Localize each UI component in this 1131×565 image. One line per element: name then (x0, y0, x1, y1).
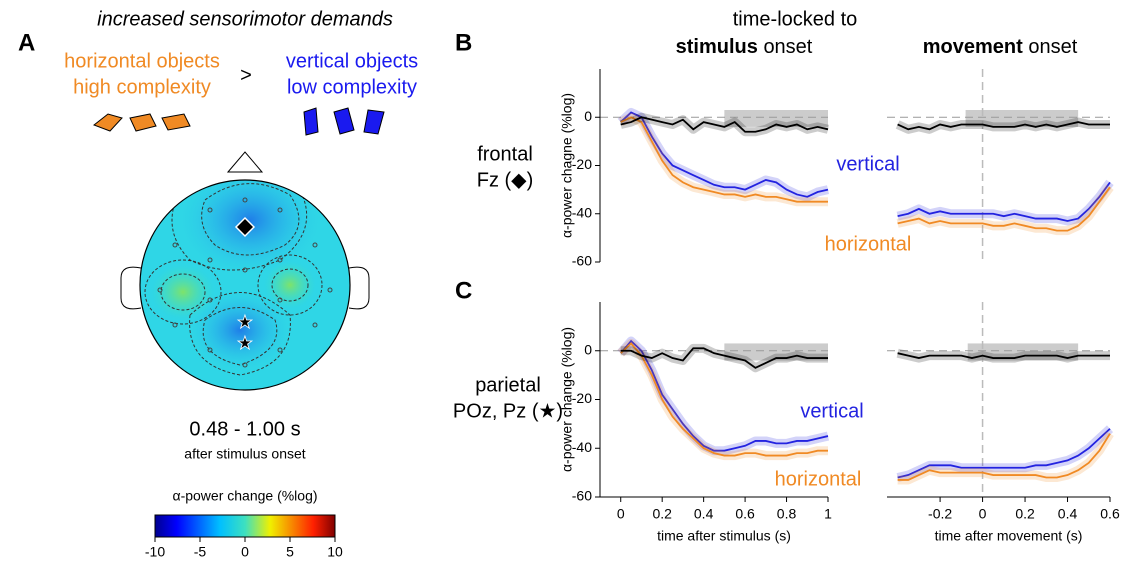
y-tick-label: -40 (572, 204, 592, 220)
series-line (620, 116, 829, 133)
object-icons (92, 107, 385, 136)
series-label: vertical (836, 153, 899, 175)
x-tick-label: 0 (979, 506, 987, 522)
row-label: POz, Pz (★) (453, 400, 563, 422)
series-line (897, 433, 1111, 481)
colorbar-tick-label: -10 (145, 544, 165, 560)
x-tick-label: 0 (617, 506, 625, 522)
significance-span (724, 110, 828, 127)
y-tick-label: -20 (572, 390, 592, 406)
series-label: horizontal (775, 468, 862, 490)
header-rest: onset (1028, 36, 1077, 58)
series-label: horizontal (825, 233, 912, 255)
series-line (620, 111, 829, 198)
y-axis-label: α-power change (%log) (559, 327, 575, 472)
header: movement onset (923, 36, 1078, 58)
panel-letter: A (18, 29, 35, 56)
x-tick-label: 1 (824, 506, 832, 522)
significance-span (965, 110, 1079, 127)
x-tick-label: 0.8 (777, 506, 797, 522)
header-rest: onset (763, 36, 812, 58)
series-line (620, 116, 828, 203)
time-window-sub: after stimulus onset (184, 446, 305, 462)
condition-label: horizontal objects (64, 50, 220, 72)
topomap: ★ ★ (120, 151, 370, 391)
x-tick-label: 0.6 (735, 506, 755, 522)
y-tick-label: -60 (572, 488, 592, 504)
y-tick-label: -40 (572, 439, 592, 455)
series-label: vertical (800, 400, 863, 422)
condition-label: low complexity (287, 76, 417, 98)
colorbar-tick-label: -5 (194, 544, 207, 560)
x-tick-label: 0.4 (694, 506, 714, 522)
panel-letter: C (455, 277, 472, 304)
header-bold: movement (923, 36, 1023, 58)
y-tick-label: -20 (572, 156, 592, 172)
header-bold: stimulus (676, 36, 758, 58)
x-tick-label: 0.2 (652, 506, 672, 522)
x-axis-label: time after movement (s) (935, 528, 1083, 544)
x-tick-label: 0.4 (1058, 506, 1078, 522)
y-tick-label: 0 (584, 341, 592, 357)
series-line (897, 428, 1111, 479)
time-window: 0.48 - 1.00 s (189, 418, 300, 440)
colorbar-tick-label: 10 (327, 544, 343, 560)
x-tick-label: 0.2 (1015, 506, 1035, 522)
panel-a-title: increased sensorimotor demands (97, 8, 393, 30)
series-line (897, 121, 1110, 131)
series-line (620, 342, 828, 457)
colorbar-tick-label: 5 (286, 544, 294, 560)
header: time-locked to (733, 8, 858, 30)
x-axis-label: time after stimulus (s) (657, 528, 791, 544)
svg-text:★: ★ (237, 333, 253, 353)
header: stimulus onset (676, 36, 813, 58)
svg-text:★: ★ (237, 312, 253, 332)
condition-label: vertical objects (286, 50, 418, 72)
colorbar (154, 514, 336, 538)
y-tick-label: 0 (584, 108, 592, 124)
series-line (897, 181, 1111, 222)
condition-label: high complexity (73, 76, 211, 98)
x-tick-label: 0.6 (1100, 506, 1120, 522)
row-label: frontal (477, 143, 533, 165)
series-line (620, 347, 828, 369)
colorbar-tick-label: 0 (241, 544, 249, 560)
y-tick-label: -60 (572, 253, 592, 269)
series-line (897, 352, 1110, 359)
error-band (896, 179, 1114, 226)
row-label: Fz (◆) (477, 169, 533, 191)
error-band (895, 117, 1110, 134)
series-line (897, 186, 1111, 232)
y-axis-label: α-power chagne (%log) (559, 93, 575, 238)
panel-letter: B (455, 29, 472, 56)
row-label: parietal (475, 374, 541, 396)
colorbar-label: α-power change (%log) (172, 488, 317, 504)
x-tick-label: -0.2 (928, 506, 952, 522)
series-line (620, 339, 829, 452)
compare-sign: > (240, 64, 252, 86)
